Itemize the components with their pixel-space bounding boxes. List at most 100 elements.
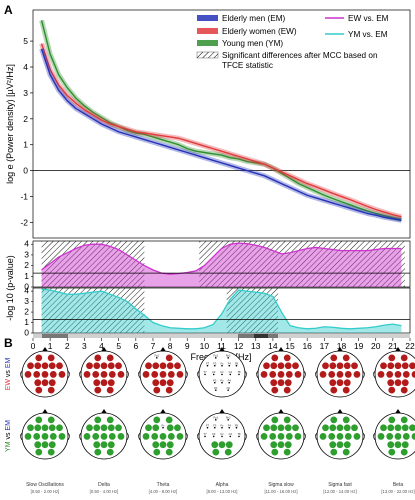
topo-electrode-dot bbox=[263, 424, 270, 432]
x-tick-label: 15 bbox=[285, 341, 295, 351]
topo-electrode-dot bbox=[41, 362, 49, 370]
topo-electrode-dot bbox=[336, 441, 344, 449]
topo-electrode-dot bbox=[24, 371, 32, 378]
topo-electrode-marker bbox=[235, 426, 238, 429]
topo-electrode-dot bbox=[106, 354, 114, 362]
topo-head-4-0 bbox=[256, 347, 306, 398]
topo-band-range-5: [12.00 - 14.00 Hz] bbox=[323, 489, 356, 494]
topo-band-range-4: [11.00 - 16.00 Hz] bbox=[265, 489, 298, 494]
topo-electrode-dot bbox=[263, 362, 270, 370]
topo-electrode-dot bbox=[386, 371, 394, 378]
topo-electrode-label: T8 bbox=[237, 432, 241, 436]
topo-electrode-dot bbox=[277, 379, 285, 387]
x-tick-label: 10 bbox=[200, 341, 210, 351]
topo-electrode-dot bbox=[260, 371, 268, 378]
topo-electrode-dot bbox=[107, 362, 115, 370]
topo-ear-right bbox=[185, 432, 188, 441]
topo-electrode-dot bbox=[394, 379, 402, 387]
power-plot-frame bbox=[32, 9, 411, 239]
topo-band-range-1: [0.50 - 4.00 Hz] bbox=[90, 489, 119, 494]
topo-electrode-marker bbox=[155, 357, 158, 359]
topo-electrode-dot bbox=[100, 371, 108, 378]
pvalue-ew-vs-em-area bbox=[41, 243, 402, 287]
topo-electrode-dot bbox=[329, 441, 337, 449]
x-tick-label: 11 bbox=[217, 341, 226, 351]
topo-electrode-dot bbox=[401, 362, 409, 370]
topo-electrode-dot bbox=[409, 424, 415, 432]
topo-electrode-dot bbox=[115, 362, 122, 370]
topo-electrode-dot bbox=[93, 424, 101, 432]
topo-electrode-dot bbox=[270, 424, 278, 432]
topo-electrode-dot bbox=[328, 371, 336, 378]
legend-swatch-em bbox=[197, 15, 218, 21]
topo-electrode-dot bbox=[86, 424, 93, 432]
topo-electrode-dot bbox=[27, 362, 34, 370]
topo-nose bbox=[101, 347, 107, 352]
x-tick-label: 0 bbox=[31, 341, 36, 351]
topo-electrode-dot bbox=[117, 433, 125, 440]
power-series-line-2 bbox=[40, 20, 402, 221]
topo-electrode-dot bbox=[47, 448, 55, 456]
topo-electrode-marker bbox=[214, 389, 217, 391]
topo-electrode-dot bbox=[277, 433, 285, 440]
topo-electrode-dot bbox=[152, 424, 160, 432]
pvalue-ew-vs-em-significant-region-0 bbox=[41, 241, 145, 287]
topo-electrode-dot bbox=[41, 441, 49, 449]
topo-electrode-marker bbox=[221, 373, 223, 376]
topo-electrode-marker bbox=[227, 389, 230, 391]
topo-electrode-label: O2 bbox=[226, 386, 230, 390]
topo-electrode-dot bbox=[336, 433, 344, 440]
topo-electrode-dot bbox=[159, 433, 167, 440]
topo-electrode-dot bbox=[142, 433, 150, 440]
x-tick-label: 8 bbox=[168, 341, 173, 351]
topo-electrode-dot bbox=[284, 441, 292, 449]
topo-electrode-label: C3 bbox=[212, 370, 216, 374]
topo-electrode-dot bbox=[402, 371, 410, 378]
topo-electrode-dot bbox=[83, 371, 91, 378]
topo-electrode-dot bbox=[106, 386, 114, 394]
x-tick-label: 22 bbox=[405, 341, 415, 351]
topo-nose bbox=[160, 409, 166, 414]
x-tick-label: 18 bbox=[337, 341, 347, 351]
topo-electrode-dot bbox=[92, 433, 100, 440]
topo-band-name-0: Slow Oscillations bbox=[26, 482, 64, 488]
pvalue-ym-vs-em-y-tick-label: 1 bbox=[24, 317, 29, 327]
topo-electrode-marker bbox=[238, 373, 240, 376]
topo-electrode-dot bbox=[283, 386, 291, 394]
topo-electrode-dot bbox=[35, 448, 43, 456]
pvalue-series-ew-vs-em bbox=[33, 241, 410, 287]
topo-electrode-dot bbox=[34, 441, 42, 449]
topo-electrode-label: C4 bbox=[229, 432, 233, 436]
topo-electrode-dot bbox=[100, 362, 108, 370]
x-tick-label: 6 bbox=[133, 341, 138, 351]
topo-electrode-dot bbox=[48, 441, 56, 449]
topo-ear-left bbox=[373, 370, 376, 379]
x-tick-label: 14 bbox=[268, 341, 278, 351]
topo-electrode-dot bbox=[387, 424, 395, 432]
topo-electrode-dot bbox=[351, 362, 358, 370]
x-tick-label: 21 bbox=[388, 341, 398, 351]
topo-ear-right bbox=[303, 432, 306, 441]
topo-electrode-label: Fp2 bbox=[226, 353, 231, 357]
topo-electrode-dot bbox=[218, 441, 226, 449]
topo-electrode-dot bbox=[35, 354, 43, 362]
power-y-tick-label: 5 bbox=[23, 36, 28, 46]
topo-electrode-dot bbox=[319, 433, 327, 440]
topo-electrode-marker bbox=[206, 364, 209, 367]
frequency-band-bar bbox=[33, 334, 410, 338]
topo-electrode-dot bbox=[100, 379, 108, 387]
topo-electrode-dot bbox=[115, 424, 122, 432]
topo-head-3-1: Fp1 Fp2 F7 F3 Fz F4 F8 T7 C3 Cz C4 T8 bbox=[197, 409, 247, 460]
topo-ear-left bbox=[138, 370, 141, 379]
topo-electrode-dot bbox=[329, 362, 337, 370]
topo-band-name-3: Alpha bbox=[216, 482, 229, 488]
topo-electrode-dot bbox=[277, 441, 285, 449]
pvalue-ym-vs-em-y-tick-label: 3 bbox=[24, 296, 29, 306]
topo-nose bbox=[395, 409, 401, 414]
topo-electrode-dot bbox=[294, 433, 302, 440]
x-tick-label: 19 bbox=[354, 341, 364, 351]
topo-electrode-dot bbox=[56, 424, 63, 432]
